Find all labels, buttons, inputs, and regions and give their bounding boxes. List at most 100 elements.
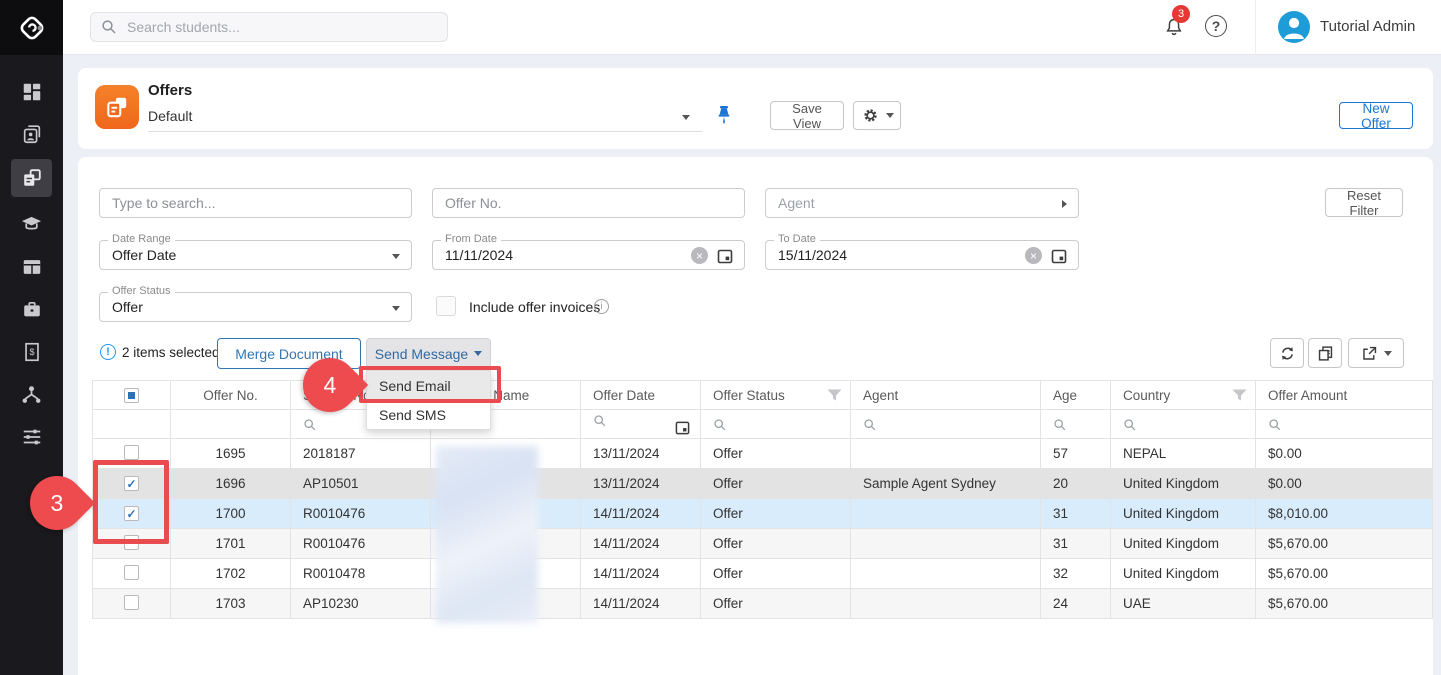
help-label: ? <box>1211 18 1221 34</box>
select-all-header[interactable] <box>92 380 171 410</box>
reset-filter-button[interactable]: Reset Filter <box>1325 188 1403 218</box>
sidebar-item-courses[interactable] <box>11 205 52 243</box>
offer-status-select[interactable]: Offer Status Offer <box>99 285 412 322</box>
column-search-cell[interactable] <box>700 409 851 439</box>
row-checkbox[interactable] <box>124 564 139 580</box>
send-message-button[interactable]: Send Message <box>366 338 491 369</box>
cell-offer-no[interactable]: 1700 <box>170 498 291 529</box>
menu-item-send-sms[interactable]: Send SMS <box>367 400 490 429</box>
app-logo-icon[interactable] <box>0 0 63 55</box>
save-view-button[interactable]: Save View <box>770 101 844 131</box>
cell-offer-no[interactable]: 1703 <box>170 588 291 619</box>
menu-item-send-email[interactable]: Send Email <box>367 371 490 400</box>
column-header-country[interactable]: Country <box>1110 380 1256 410</box>
column-header-agent[interactable]: Agent <box>850 380 1041 410</box>
info-icon[interactable]: i <box>594 299 609 314</box>
keyword-filter-input[interactable] <box>99 188 412 218</box>
sidebar-item-dashboard[interactable] <box>11 73 52 111</box>
row-checkbox[interactable] <box>124 444 139 460</box>
from-date-field[interactable]: From Date 11/11/2024 × <box>432 233 745 270</box>
cell-offer-date: 14/11/2024 <box>580 558 701 589</box>
view-selector[interactable]: Default <box>148 104 702 132</box>
new-offer-button[interactable]: New Offer <box>1339 101 1413 131</box>
from-date-label: From Date <box>441 233 501 246</box>
column-header-age[interactable]: Age <box>1040 380 1111 410</box>
user-name[interactable]: Tutorial Admin <box>1320 18 1416 35</box>
cell-checkbox[interactable] <box>92 498 171 529</box>
sidebar-item-services[interactable] <box>11 290 52 328</box>
date-range-select[interactable]: Date Range Offer Date <box>99 233 412 270</box>
annotation-box-checkboxes <box>93 460 169 544</box>
cell-age: 20 <box>1040 468 1111 499</box>
cell-offer-amount: $0.00 <box>1255 438 1433 469</box>
row-checkbox[interactable] <box>124 594 139 610</box>
cell-student-no[interactable]: R0010476 <box>290 498 431 529</box>
table-row[interactable]: 1701 R0010476 14/11/2024 Offer 31 United King… <box>92 528 1433 559</box>
row-checkbox[interactable] <box>124 476 139 492</box>
cell-offer-no[interactable]: 1696 <box>170 468 291 499</box>
column-search-cell[interactable] <box>580 409 701 439</box>
to-date-field[interactable]: To Date 15/11/2024 × <box>765 233 1079 270</box>
column-search-cell[interactable] <box>1110 409 1256 439</box>
cell-student-no[interactable]: AP10230 <box>290 588 431 619</box>
filter-icon[interactable] <box>1232 389 1247 401</box>
cell-offer-date: 14/11/2024 <box>580 528 701 559</box>
offer-no-filter-input[interactable] <box>432 188 745 218</box>
cell-offer-no[interactable]: 1701 <box>170 528 291 559</box>
filter-icon[interactable] <box>827 389 842 401</box>
include-offer-invoices-checkbox[interactable] <box>436 296 456 316</box>
sidebar-item-clients[interactable] <box>11 115 52 153</box>
refresh-button[interactable] <box>1270 338 1304 368</box>
column-header-offer-date[interactable]: Offer Date <box>580 380 701 410</box>
column-header-offer-status[interactable]: Offer Status <box>700 380 851 410</box>
help-button[interactable]: ? <box>1205 15 1227 37</box>
cell-agent[interactable]: Sample Agent Sydney <box>850 468 1041 499</box>
cell-checkbox[interactable] <box>92 558 171 589</box>
column-chooser-button[interactable] <box>1308 338 1342 368</box>
sidebar-item-invoices[interactable]: $ <box>11 333 52 371</box>
calendar-icon[interactable] <box>1051 248 1067 264</box>
cell-offer-no[interactable]: 1702 <box>170 558 291 589</box>
cell-offer-status: Offer <box>700 588 851 619</box>
view-settings-button[interactable] <box>853 101 901 130</box>
cell-student-no[interactable]: 2018187 <box>290 438 431 469</box>
clear-icon[interactable]: × <box>1025 247 1042 264</box>
select-all-checkbox[interactable] <box>124 388 139 403</box>
agent-filter-select[interactable]: Agent <box>765 188 1079 218</box>
calendar-icon[interactable] <box>675 420 690 435</box>
table-row[interactable]: 1695 2018187 13/11/2024 Offer 57 NEPAL $0.00 <box>92 438 1433 469</box>
column-search-cell[interactable] <box>850 409 1041 439</box>
pin-view-icon[interactable] <box>714 104 734 131</box>
agent-filter-placeholder: Agent <box>778 195 815 211</box>
cell-agent <box>850 558 1041 589</box>
column-header-offer-amount[interactable]: Offer Amount <box>1255 380 1433 410</box>
cell-offer-no[interactable]: 1695 <box>170 438 291 469</box>
cell-checkbox[interactable] <box>92 588 171 619</box>
calendar-icon[interactable] <box>717 248 733 264</box>
avatar[interactable] <box>1278 11 1310 43</box>
table-row[interactable]: 1703 AP10230 14/11/2024 Offer 24 UAE $5,670.00 <box>92 588 1433 619</box>
gear-icon <box>863 109 877 122</box>
send-message-label: Send Message <box>374 345 469 362</box>
student-search[interactable] <box>90 12 448 42</box>
export-button[interactable] <box>1348 338 1404 368</box>
cell-checkbox[interactable] <box>92 468 171 499</box>
row-checkbox[interactable] <box>124 506 139 522</box>
sidebar-item-applications[interactable] <box>11 248 52 286</box>
table-row[interactable]: 1702 R0010478 14/11/2024 Offer 32 United King… <box>92 558 1433 589</box>
sidebar-item-workflow-settings[interactable] <box>11 418 52 456</box>
sidebar-item-offers[interactable] <box>11 159 52 197</box>
column-header-offer-no-[interactable]: Offer No. <box>170 380 291 410</box>
cell-student-no[interactable]: AP10501 <box>290 468 431 499</box>
clear-icon[interactable]: × <box>691 247 708 264</box>
sidebar-item-partners[interactable] <box>11 375 52 413</box>
cell-student-no[interactable]: R0010478 <box>290 558 431 589</box>
topbar: 3 ? Tutorial Admin <box>63 0 1441 55</box>
cell-student-no[interactable]: R0010476 <box>290 528 431 559</box>
column-search-cell[interactable] <box>1040 409 1111 439</box>
column-search-cell[interactable] <box>1255 409 1433 439</box>
search-input[interactable] <box>125 18 415 36</box>
